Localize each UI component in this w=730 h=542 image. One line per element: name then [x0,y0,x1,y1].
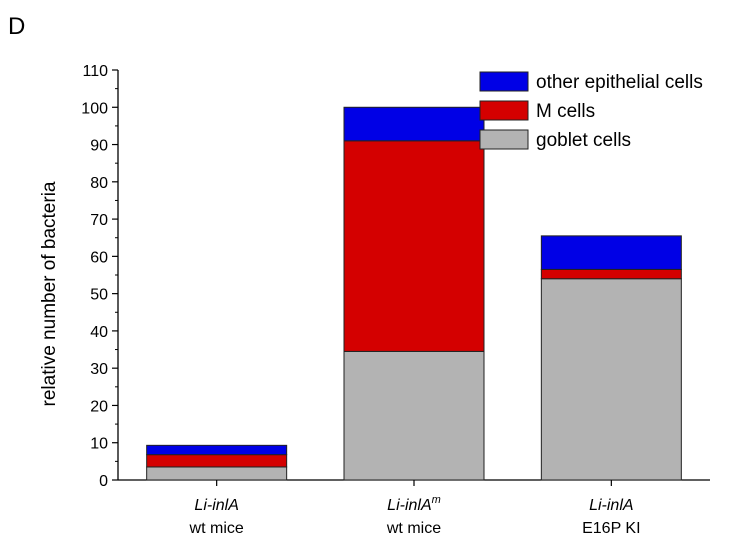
bar-segment [343,350,485,481]
y-axis-ticks: 0 10 20 30 40 50 60 70 80 90 100 110 [81,63,118,490]
y-tick-label: 70 [90,212,108,229]
bar-segment [540,278,682,481]
x-axis-categories: Li-inlA wt mice Li-inlAm wt mice Li-inlA E16P… [189,480,641,537]
bar-segment [540,235,682,270]
category-label: Li-inlA [194,497,238,514]
bar-segment [146,444,288,456]
y-tick-label: 50 [90,287,108,304]
bar-segment [146,466,288,481]
y-tick-label: 100 [81,100,108,117]
y-tick-label: 110 [82,63,108,80]
y-tick-label: 80 [90,175,108,192]
legend-swatch [479,129,529,150]
category-sublabel: E16P KI [582,520,640,537]
category-label: Li-inlA [589,497,633,514]
bar-segment [540,268,682,280]
category-sublabel: wt mice [189,520,244,537]
y-tick-label: 40 [90,324,108,341]
bar-segment [146,454,288,468]
bar-segment [343,106,485,142]
legend-label: other epithelial cells [536,72,703,93]
y-tick-label: 10 [90,436,108,453]
legend: other epithelial cells M cells goblet cell… [479,71,703,151]
y-tick-label: 90 [90,138,108,155]
y-tick-label: 0 [99,473,108,490]
y-axis-label: relative number of bacteria [39,181,60,406]
legend-label: M cells [536,101,595,122]
bar-segment [343,140,485,352]
legend-label: goblet cells [536,130,631,151]
legend-swatch [479,100,529,121]
bars [146,106,682,481]
panel-label: D [8,13,25,40]
y-tick-label: 30 [90,361,108,378]
category-label: Li-inlAm [387,494,441,514]
y-tick-label: 60 [90,249,108,266]
category-sublabel: wt mice [386,520,441,537]
y-tick-label: 20 [90,398,108,415]
legend-swatch [479,71,529,92]
